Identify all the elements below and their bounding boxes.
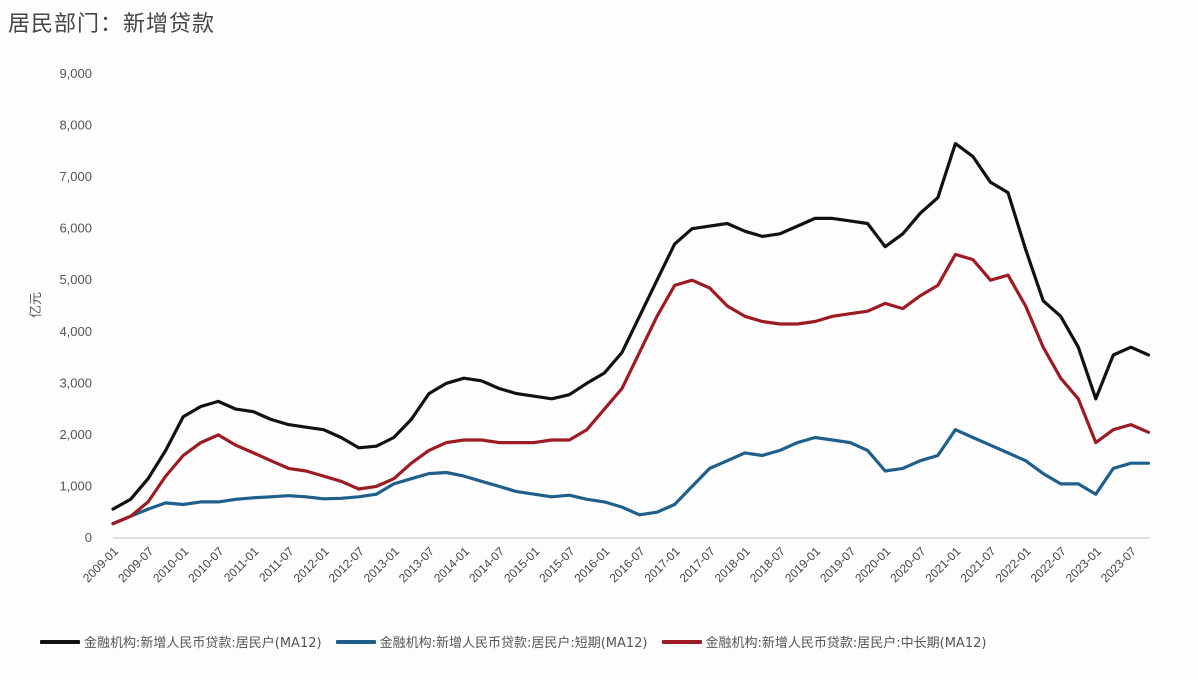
legend-item-total: 金融机构:新增人民币贷款:居民户(MA12) bbox=[40, 632, 322, 651]
legend: 金融机构:新增人民币贷款:居民户(MA12) 金融机构:新增人民币贷款:居民户:短… bbox=[40, 632, 1000, 651]
x-tick-label: 2019-01 bbox=[782, 544, 823, 585]
line-chart: 0 1,000 2,000 3,000 4,000 5,000 6,000 7,000 8,00… bbox=[29, 66, 1151, 585]
x-tick-label: 2009-01 bbox=[80, 544, 121, 585]
y-tick-label: 9,000 bbox=[59, 66, 92, 81]
series-total-line bbox=[111, 142, 1151, 511]
y-tick-label: 0 bbox=[85, 530, 92, 545]
legend-item-long-term: 金融机构:新增人民币贷款:居民户:中长期(MA12) bbox=[661, 632, 987, 651]
legend-label: 金融机构:新增人民币贷款:居民户(MA12) bbox=[84, 636, 322, 651]
x-tick-label: 2017-01 bbox=[642, 544, 683, 585]
x-axis: 2009-012009-072010-012010-072011-012011-… bbox=[80, 544, 1139, 585]
x-tick-label: 2015-01 bbox=[501, 544, 542, 585]
x-tick-label: 2019-07 bbox=[817, 544, 858, 585]
x-tick-label: 2011-07 bbox=[256, 544, 297, 585]
series-long-term-line bbox=[111, 252, 1151, 526]
x-tick-label: 2022-07 bbox=[1028, 544, 1069, 585]
x-tick-label: 2014-07 bbox=[466, 544, 507, 585]
x-tick-label: 2016-01 bbox=[571, 544, 612, 585]
y-tick-label: 8,000 bbox=[59, 118, 92, 133]
x-tick-label: 2012-01 bbox=[291, 544, 332, 585]
x-tick-label: 2010-01 bbox=[150, 544, 191, 585]
y-tick-label: 6,000 bbox=[59, 221, 92, 236]
y-axis-label: 亿元 bbox=[29, 292, 44, 318]
x-tick-label: 2023-01 bbox=[1063, 544, 1104, 585]
x-tick-label: 2009-07 bbox=[115, 544, 156, 585]
x-tick-label: 2016-07 bbox=[607, 544, 648, 585]
x-tick-label: 2018-01 bbox=[712, 544, 753, 585]
x-tick-label: 2014-01 bbox=[431, 544, 472, 585]
y-tick-label: 3,000 bbox=[59, 375, 92, 390]
x-tick-label: 2013-07 bbox=[396, 544, 437, 585]
legend-item-short-term: 金融机构:新增人民币贷款:居民户:短期(MA12) bbox=[335, 632, 648, 651]
series-short-term-line bbox=[111, 428, 1151, 526]
x-tick-label: 2020-07 bbox=[887, 544, 928, 585]
y-tick-label: 7,000 bbox=[59, 169, 92, 184]
x-tick-label: 2010-07 bbox=[185, 544, 226, 585]
y-tick-label: 5,000 bbox=[59, 272, 92, 287]
x-tick-label: 2021-01 bbox=[922, 544, 963, 585]
x-tick-label: 2015-07 bbox=[536, 544, 577, 585]
legend-label: 金融机构:新增人民币贷款:居民户:短期(MA12) bbox=[379, 636, 648, 651]
y-tick-label: 2,000 bbox=[59, 427, 92, 442]
legend-label: 金融机构:新增人民币贷款:居民户:中长期(MA12) bbox=[705, 636, 987, 651]
chart-title: 居民部门：新增贷款 bbox=[8, 12, 216, 37]
legend-swatch-icon bbox=[40, 639, 80, 644]
legend-swatch-icon bbox=[335, 639, 376, 644]
y-axis: 0 1,000 2,000 3,000 4,000 5,000 6,000 7,000 8,00… bbox=[59, 66, 92, 545]
y-tick-label: 4,000 bbox=[59, 324, 92, 339]
x-tick-label: 2013-01 bbox=[361, 544, 402, 585]
x-tick-label: 2017-07 bbox=[677, 544, 718, 585]
x-tick-label: 2020-01 bbox=[852, 544, 893, 585]
x-tick-label: 2021-07 bbox=[958, 544, 999, 585]
series-lines bbox=[111, 142, 1151, 526]
x-tick-label: 2018-07 bbox=[747, 544, 788, 585]
x-tick-label: 2012-07 bbox=[326, 544, 367, 585]
x-tick-label: 2023-07 bbox=[1098, 544, 1139, 585]
x-tick-label: 2011-01 bbox=[221, 544, 262, 585]
x-tick-label: 2022-01 bbox=[993, 544, 1034, 585]
y-tick-label: 1,000 bbox=[59, 478, 92, 493]
legend-swatch-icon bbox=[661, 639, 702, 644]
